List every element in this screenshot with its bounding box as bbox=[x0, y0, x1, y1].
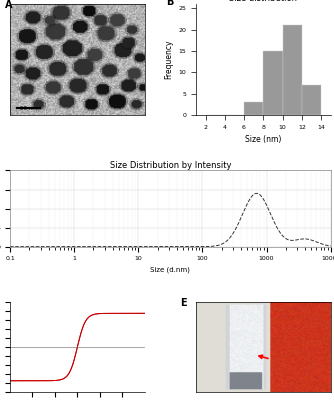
Bar bbox=[283, 25, 302, 115]
Y-axis label: Frequency: Frequency bbox=[164, 40, 173, 79]
Bar bbox=[302, 85, 321, 115]
Text: 50 nm: 50 nm bbox=[20, 106, 37, 111]
Text: B: B bbox=[166, 0, 174, 7]
Text: A: A bbox=[5, 0, 12, 10]
Text: E: E bbox=[180, 298, 186, 308]
X-axis label: Size (nm): Size (nm) bbox=[245, 135, 282, 144]
Bar bbox=[244, 102, 263, 115]
Title: Size distribution: Size distribution bbox=[229, 0, 297, 3]
X-axis label: Size (d.nm): Size (d.nm) bbox=[150, 267, 190, 274]
Title: Size Distribution by Intensity: Size Distribution by Intensity bbox=[110, 161, 231, 170]
Bar bbox=[263, 51, 283, 115]
